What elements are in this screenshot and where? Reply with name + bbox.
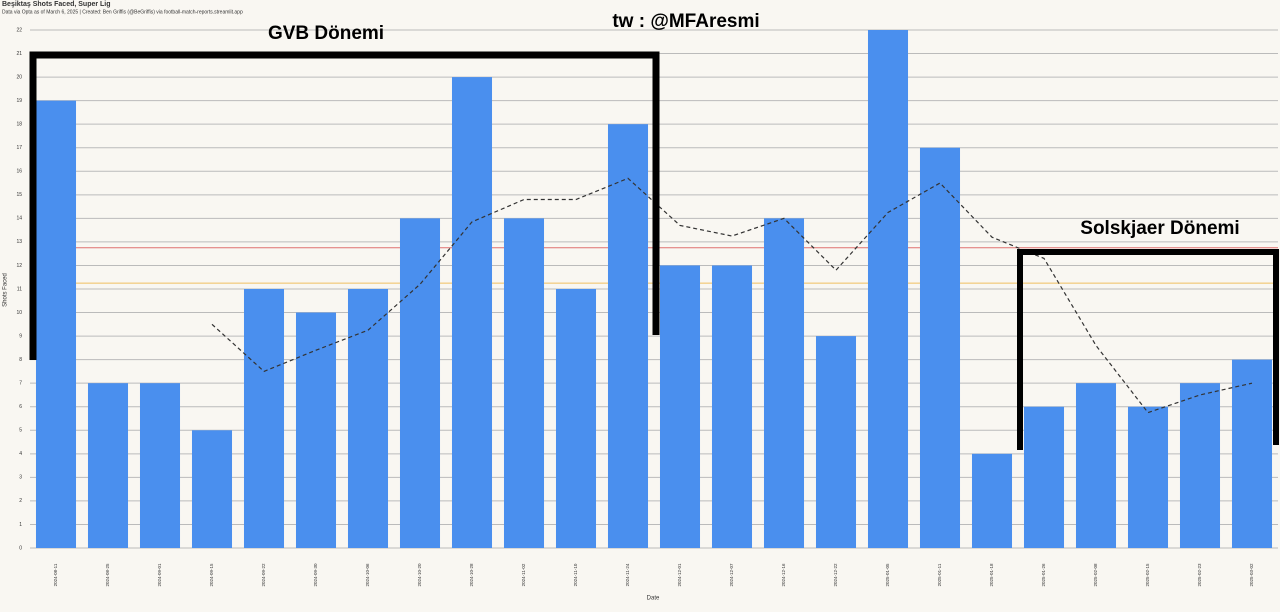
x-tick-label: 2024-09-30 — [313, 563, 318, 587]
y-tick-label: 17 — [16, 145, 22, 151]
y-tick-label: 10 — [16, 310, 22, 316]
chart-subtitle: Data via Opta as of March 6, 2025 | Crea… — [2, 9, 243, 15]
bar — [87, 383, 129, 548]
bar — [139, 383, 181, 548]
bar — [451, 77, 493, 548]
bar — [243, 289, 285, 548]
x-tick-label: 2025-01-05 — [885, 563, 890, 587]
bar — [919, 147, 961, 548]
y-tick-label: 13 — [16, 239, 22, 245]
y-tick-label: 16 — [16, 169, 22, 175]
x-tick-label: 2024-12-22 — [833, 563, 838, 587]
rolling-line — [211, 177, 1253, 414]
bar — [191, 430, 233, 548]
bar — [1127, 406, 1169, 548]
bar — [35, 100, 77, 549]
y-tick-label: 8 — [19, 357, 22, 363]
bar — [867, 30, 909, 548]
y-tick-label: 15 — [16, 192, 22, 198]
annotation: Solskjaer Dönemi — [1080, 218, 1239, 239]
y-tick-label: 0 — [19, 545, 22, 551]
y-tick-label: 18 — [16, 122, 22, 128]
y-tick-label: 9 — [19, 333, 22, 339]
x-tick-label: 2025-02-23 — [1197, 563, 1202, 587]
x-tick-label: 2024-09-01 — [157, 563, 162, 587]
bar — [607, 124, 649, 548]
x-tick-label: 2025-02-15 — [1145, 563, 1150, 587]
x-tick-label: 2024-10-06 — [365, 563, 370, 587]
chart-title: Beşiktaş Shots Faced, Super Lig — [2, 1, 111, 8]
annotation: tw : @MFAresmi — [612, 11, 759, 32]
annotation: GVB Dönemi — [268, 23, 384, 44]
y-tick-label: 22 — [16, 27, 22, 33]
y-tick-label: 5 — [19, 428, 22, 434]
y-tick-label: 6 — [19, 404, 22, 410]
x-tick-label: 2025-01-18 — [989, 563, 994, 587]
y-tick-label: 14 — [16, 216, 22, 222]
x-tick-label: 2024-12-16 — [781, 563, 786, 587]
gvb-bracket — [29, 51, 660, 360]
x-tick-label: 2024-11-10 — [573, 563, 578, 586]
y-tick-label: 1 — [19, 522, 22, 528]
y-tick-label: 21 — [16, 51, 22, 57]
x-tick-label: 2024-09-22 — [261, 563, 266, 587]
bar — [1075, 383, 1117, 548]
x-tick-label: 2024-10-20 — [417, 563, 422, 587]
plot-area: 0123456789101112131415161718192021222024… — [16, 27, 1278, 587]
x-tick-label: 2025-02-08 — [1093, 563, 1098, 587]
bar — [711, 265, 753, 548]
bar — [815, 336, 857, 548]
bar — [347, 289, 389, 548]
x-tick-label: 2024-12-07 — [729, 563, 734, 587]
x-tick-label: 2024-11-02 — [521, 563, 526, 586]
bar — [1179, 383, 1221, 548]
x-tick-label: 2024-10-28 — [469, 563, 474, 587]
solskjaer-bracket — [1017, 249, 1279, 450]
y-tick-label: 7 — [19, 381, 22, 387]
x-tick-label: 2025-01-26 — [1041, 563, 1046, 587]
bar — [555, 289, 597, 548]
x-tick-label: 2024-12-01 — [677, 563, 682, 587]
bar — [659, 265, 701, 548]
bar — [503, 218, 545, 548]
y-tick-label: 3 — [19, 475, 22, 481]
x-tick-label: 2024-11-24 — [625, 563, 630, 586]
bracket — [29, 51, 660, 360]
y-tick-label: 12 — [16, 263, 22, 269]
bar — [971, 453, 1013, 548]
bar — [295, 312, 337, 548]
y-tick-label: 19 — [16, 98, 22, 104]
y-tick-label: 11 — [17, 286, 22, 292]
x-tick-label: 2024-09-15 — [209, 563, 214, 587]
x-axis-label: Date — [647, 596, 660, 602]
bar — [763, 218, 805, 548]
y-axis-label: Shots Faced — [3, 273, 9, 307]
x-tick-label: 2024-08-11 — [53, 563, 58, 586]
x-tick-label: 2025-01-11 — [937, 563, 942, 586]
x-tick-label: 2024-08-25 — [105, 563, 110, 587]
bar — [1231, 359, 1273, 548]
bar — [399, 218, 441, 548]
x-tick-label: 2025-03-02 — [1249, 563, 1254, 587]
y-tick-label: 20 — [16, 74, 22, 80]
y-tick-label: 4 — [19, 451, 22, 457]
bar — [1023, 406, 1065, 548]
bracket — [1017, 249, 1279, 450]
y-tick-label: 2 — [19, 498, 22, 504]
